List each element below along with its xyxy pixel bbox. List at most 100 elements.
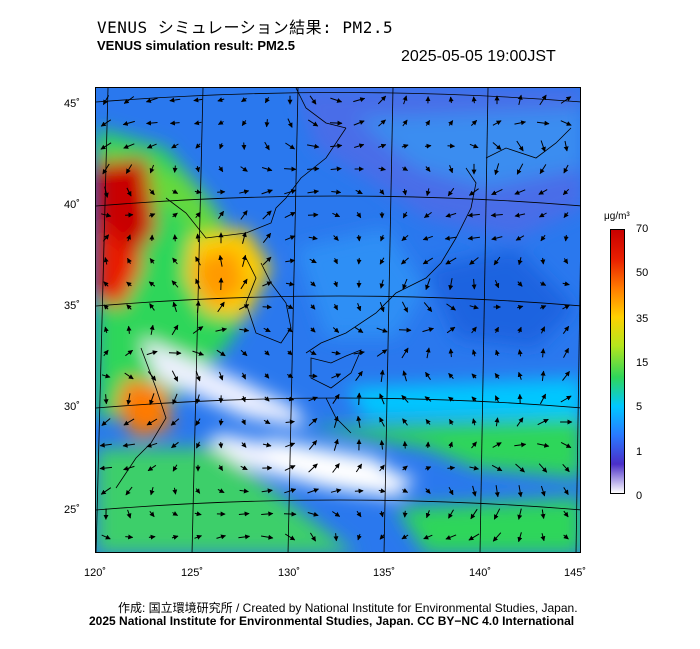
wind-arrow bbox=[146, 143, 157, 149]
wind-arrow bbox=[100, 487, 112, 495]
wind-arrow bbox=[172, 257, 178, 265]
wind-arrow bbox=[333, 303, 338, 311]
wind-arrow bbox=[240, 349, 248, 357]
wind-arrow bbox=[331, 350, 341, 356]
wind-arrow bbox=[284, 189, 297, 195]
wind-arrow bbox=[378, 119, 386, 127]
wind-arrow bbox=[493, 508, 501, 520]
wind-arrow bbox=[125, 349, 133, 357]
wind-arrow bbox=[494, 163, 500, 176]
map-canvas bbox=[96, 88, 580, 552]
wind-arrow bbox=[378, 166, 386, 172]
wind-arrow bbox=[149, 393, 155, 406]
wind-arrow bbox=[468, 188, 479, 196]
wind-arrow bbox=[148, 534, 156, 540]
wind-arrow bbox=[356, 257, 362, 265]
wind-arrow bbox=[100, 119, 112, 127]
wind-arrow bbox=[333, 415, 339, 428]
wind-arrow bbox=[308, 235, 318, 241]
wind-arrow bbox=[172, 511, 179, 516]
wind-arrow bbox=[377, 95, 387, 105]
wind-arrow bbox=[241, 395, 246, 403]
wind-arrow bbox=[402, 488, 409, 493]
wind-arrow bbox=[539, 393, 547, 405]
wind-vectors bbox=[99, 94, 573, 543]
wind-arrow bbox=[217, 120, 224, 125]
wind-arrow bbox=[448, 120, 454, 126]
wind-arrow bbox=[425, 419, 431, 425]
wind-arrow bbox=[540, 485, 546, 497]
wind-arrow bbox=[333, 235, 339, 241]
wind-arrow bbox=[425, 488, 431, 494]
wind-arrow bbox=[123, 465, 135, 471]
wind-arrow bbox=[402, 510, 408, 518]
wind-arrow bbox=[355, 370, 363, 381]
wind-arrow bbox=[146, 442, 158, 448]
wind-arrow bbox=[238, 511, 250, 517]
wind-arrow bbox=[516, 140, 524, 152]
wind-arrow bbox=[424, 143, 432, 149]
wind-arrow bbox=[356, 510, 362, 518]
wind-arrow bbox=[560, 120, 572, 126]
wind-arrow bbox=[126, 234, 131, 242]
wind-arrow bbox=[172, 189, 179, 194]
wind-arrow bbox=[284, 235, 296, 241]
wind-arrow bbox=[538, 189, 548, 195]
wind-arrow bbox=[287, 350, 293, 356]
wind-arrow bbox=[195, 256, 201, 266]
wind-arrow bbox=[122, 442, 135, 448]
wind-arrow bbox=[537, 418, 549, 426]
wind-arrow bbox=[332, 327, 340, 333]
wind-arrow bbox=[123, 96, 135, 104]
wind-arrow bbox=[563, 164, 569, 174]
wind-arrow bbox=[171, 370, 179, 382]
wind-arrow bbox=[264, 350, 270, 356]
wind-arrow bbox=[471, 278, 477, 290]
wind-arrow bbox=[218, 166, 224, 173]
wind-arrow bbox=[195, 418, 201, 426]
wind-arrow bbox=[262, 256, 272, 266]
wind-arrow bbox=[376, 349, 388, 357]
wind-arrow bbox=[402, 95, 408, 105]
wind-arrow bbox=[239, 189, 250, 195]
wind-arrow bbox=[125, 212, 134, 218]
wind-arrow bbox=[355, 463, 363, 473]
wind-arrow bbox=[379, 369, 385, 382]
wind-arrow bbox=[425, 188, 431, 197]
wind-arrow bbox=[491, 235, 503, 241]
wind-arrow bbox=[539, 305, 547, 310]
wind-arrow bbox=[447, 143, 455, 149]
wind-arrow bbox=[262, 442, 272, 448]
colorbar-tick-label: 5 bbox=[636, 401, 643, 413]
wind-arrow bbox=[448, 509, 454, 519]
wind-arrow bbox=[261, 534, 274, 540]
wind-arrow bbox=[307, 488, 319, 494]
wind-arrow bbox=[562, 371, 570, 381]
wind-arrow bbox=[217, 210, 225, 219]
wind-arrow bbox=[516, 163, 524, 175]
wind-arrow bbox=[287, 327, 293, 333]
wind-arrow bbox=[216, 349, 226, 357]
wind-arrow bbox=[494, 326, 499, 334]
wind-arrow bbox=[401, 301, 409, 313]
wind-arrow bbox=[103, 304, 109, 310]
wind-arrow bbox=[330, 166, 342, 172]
wind-arrow bbox=[264, 396, 270, 402]
wind-arrow bbox=[149, 510, 155, 518]
wind-arrow bbox=[448, 348, 454, 358]
wind-arrow bbox=[192, 350, 204, 356]
wind-arrow bbox=[379, 440, 385, 450]
wind-arrow bbox=[540, 257, 546, 265]
wind-arrow bbox=[126, 281, 132, 287]
wind-arrow bbox=[562, 281, 570, 287]
wind-arrow bbox=[425, 371, 431, 380]
forecast-timestamp: 2025-05-05 19:00JST bbox=[401, 48, 556, 65]
wind-arrow bbox=[379, 257, 385, 265]
wind-arrow bbox=[401, 347, 409, 359]
wind-arrow bbox=[147, 464, 157, 472]
wind-arrow bbox=[101, 212, 112, 218]
wind-arrow bbox=[467, 212, 480, 218]
wind-arrow bbox=[286, 373, 294, 379]
wind-arrow bbox=[195, 278, 201, 290]
wind-arrow bbox=[492, 142, 502, 150]
